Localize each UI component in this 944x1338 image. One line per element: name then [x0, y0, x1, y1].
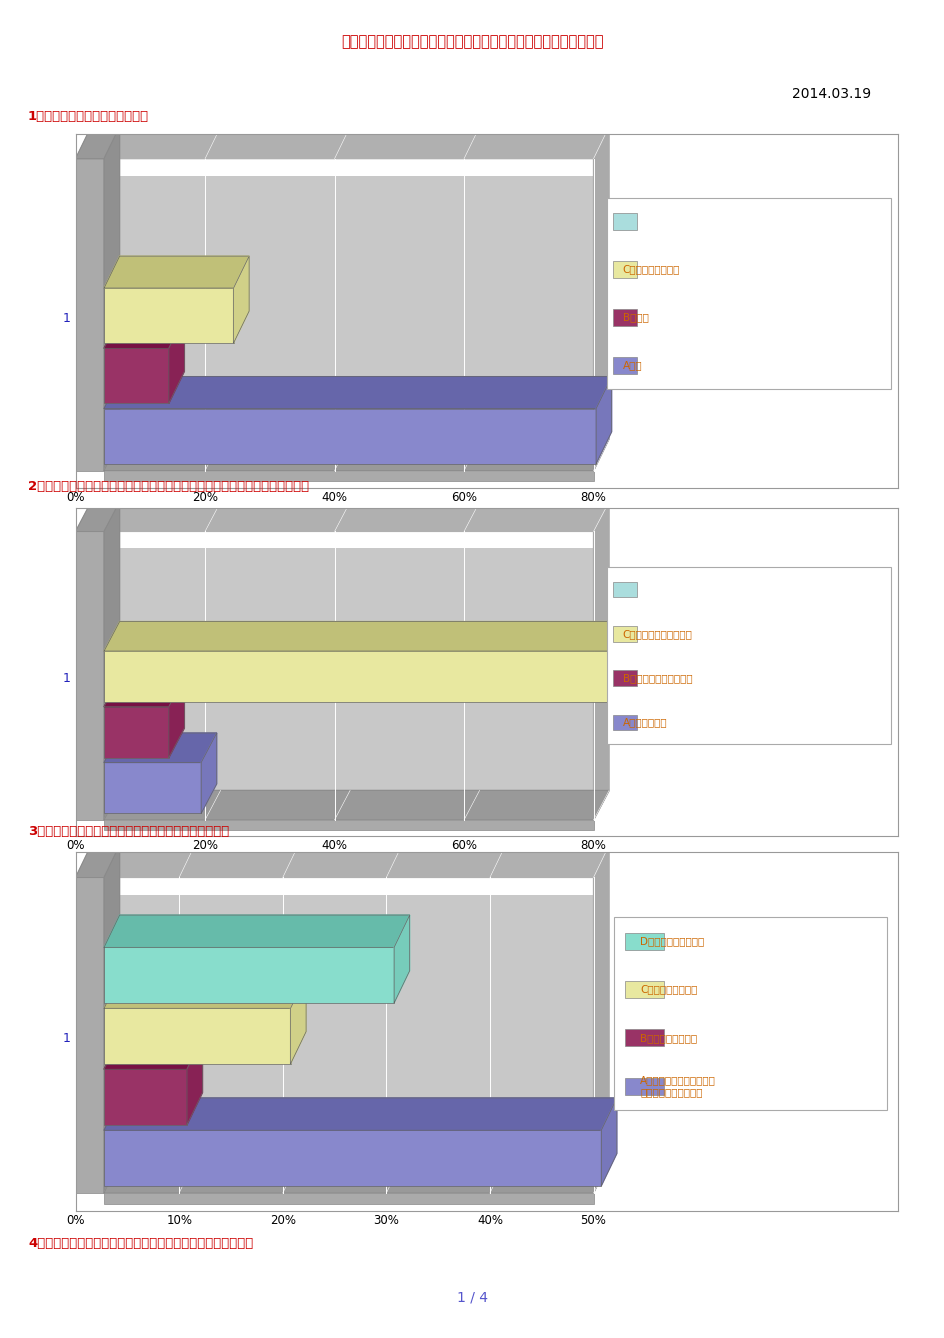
Text: B不会选择有用信息: B不会选择有用信息 [639, 1033, 697, 1042]
Polygon shape [593, 846, 609, 1193]
Bar [624, 1029, 663, 1046]
Text: 1、你喜欢做解决问题的题目吗？: 1、你喜欢做解决问题的题目吗？ [28, 110, 149, 123]
Polygon shape [104, 127, 120, 471]
Polygon shape [76, 127, 120, 159]
Polygon shape [104, 846, 609, 878]
Bar [104, 652, 609, 702]
Text: C对部分信息不理解: C对部分信息不理解 [639, 985, 697, 994]
Polygon shape [104, 256, 249, 288]
Text: A喜欢: A喜欢 [622, 360, 642, 371]
Polygon shape [593, 502, 609, 820]
Text: 4、你在解决有图文结合的信息问题时，最容易出错的地方是？: 4、你在解决有图文结合的信息问题时，最容易出错的地方是？ [28, 1238, 253, 1250]
Text: 2014.03.19: 2014.03.19 [791, 87, 870, 100]
Bar [104, 547, 593, 820]
Polygon shape [104, 1160, 609, 1193]
Text: B不喜欢: B不喜欢 [622, 312, 648, 322]
Bar [104, 1131, 600, 1185]
Bar [104, 816, 593, 830]
Text: A不知道用什么方法去分析
信息与问题之间的关系: A不知道用什么方法去分析 信息与问题之间的关系 [639, 1076, 716, 1097]
Polygon shape [104, 377, 611, 408]
Polygon shape [169, 316, 184, 403]
Text: D老虎吃天，无从下口: D老虎吃天，无从下口 [639, 937, 703, 946]
Polygon shape [104, 733, 216, 763]
Polygon shape [104, 846, 120, 1193]
Polygon shape [290, 975, 306, 1064]
Polygon shape [593, 127, 609, 471]
Polygon shape [187, 1037, 202, 1125]
Bar [613, 261, 637, 278]
Polygon shape [104, 1098, 616, 1131]
Polygon shape [104, 791, 609, 820]
Bar [76, 159, 104, 471]
FancyBboxPatch shape [606, 198, 890, 389]
FancyBboxPatch shape [606, 567, 890, 744]
Bar [613, 357, 637, 373]
Polygon shape [394, 915, 410, 1004]
Text: 1 / 4: 1 / 4 [457, 1291, 487, 1305]
Text: 1: 1 [62, 673, 71, 685]
Polygon shape [104, 316, 184, 348]
Text: C根据已有知识分析信息: C根据已有知识分析信息 [622, 629, 692, 638]
Polygon shape [609, 622, 624, 702]
Bar [104, 288, 233, 343]
Bar [613, 626, 637, 642]
Bar [76, 531, 104, 820]
Bar [104, 1069, 187, 1125]
Text: C吹不上喜欢不喜欢: C吹不上喜欢不喜欢 [622, 265, 680, 274]
Text: B联系生活实际分析问题: B联系生活实际分析问题 [622, 673, 692, 684]
Bar [104, 467, 593, 482]
Bar [104, 947, 394, 1004]
Bar [624, 933, 663, 950]
Bar [613, 714, 637, 731]
Polygon shape [104, 622, 624, 652]
Bar [76, 878, 104, 1193]
Text: 2、在数学中遇到解决问题的题目时，你喜欢用什么方法分析信息来解决问题？: 2、在数学中遇到解决问题的题目时，你喜欢用什么方法分析信息来解决问题？ [28, 480, 309, 494]
Polygon shape [201, 733, 216, 814]
Bar [104, 1009, 290, 1064]
Bar [613, 582, 637, 597]
Bar [104, 348, 169, 403]
Bar [104, 177, 593, 471]
Text: 1: 1 [62, 312, 71, 325]
Polygon shape [169, 677, 184, 757]
Text: 1: 1 [62, 1033, 71, 1045]
Polygon shape [104, 502, 120, 820]
Bar [104, 1188, 593, 1204]
Polygon shape [600, 1098, 616, 1185]
Bar [104, 763, 201, 814]
Polygon shape [104, 439, 609, 471]
Bar [624, 1078, 663, 1094]
Polygon shape [76, 502, 120, 531]
Bar [104, 895, 593, 1193]
Bar [104, 408, 596, 463]
Polygon shape [104, 502, 609, 531]
Bar [613, 670, 637, 686]
Polygon shape [104, 915, 410, 947]
Polygon shape [76, 846, 120, 878]
Bar [104, 706, 169, 757]
Polygon shape [104, 127, 609, 159]
Bar [624, 981, 663, 998]
Polygon shape [233, 256, 249, 343]
Text: 3、在数学中做解决问题的题目时，最大的困难是什么？: 3、在数学中做解决问题的题目时，最大的困难是什么？ [28, 826, 229, 839]
Polygon shape [104, 677, 184, 706]
Text: 小学高段数学教学中提高学生解决问题能力的学生问卷调查分析报告: 小学高段数学教学中提高学生解决问题能力的学生问卷调查分析报告 [341, 33, 603, 50]
Bar [613, 213, 637, 230]
Bar [613, 309, 637, 325]
Polygon shape [596, 377, 611, 463]
Polygon shape [104, 1037, 202, 1069]
FancyBboxPatch shape [614, 917, 886, 1111]
Polygon shape [104, 975, 306, 1009]
Text: A画图分析信息: A画图分析信息 [622, 717, 666, 728]
